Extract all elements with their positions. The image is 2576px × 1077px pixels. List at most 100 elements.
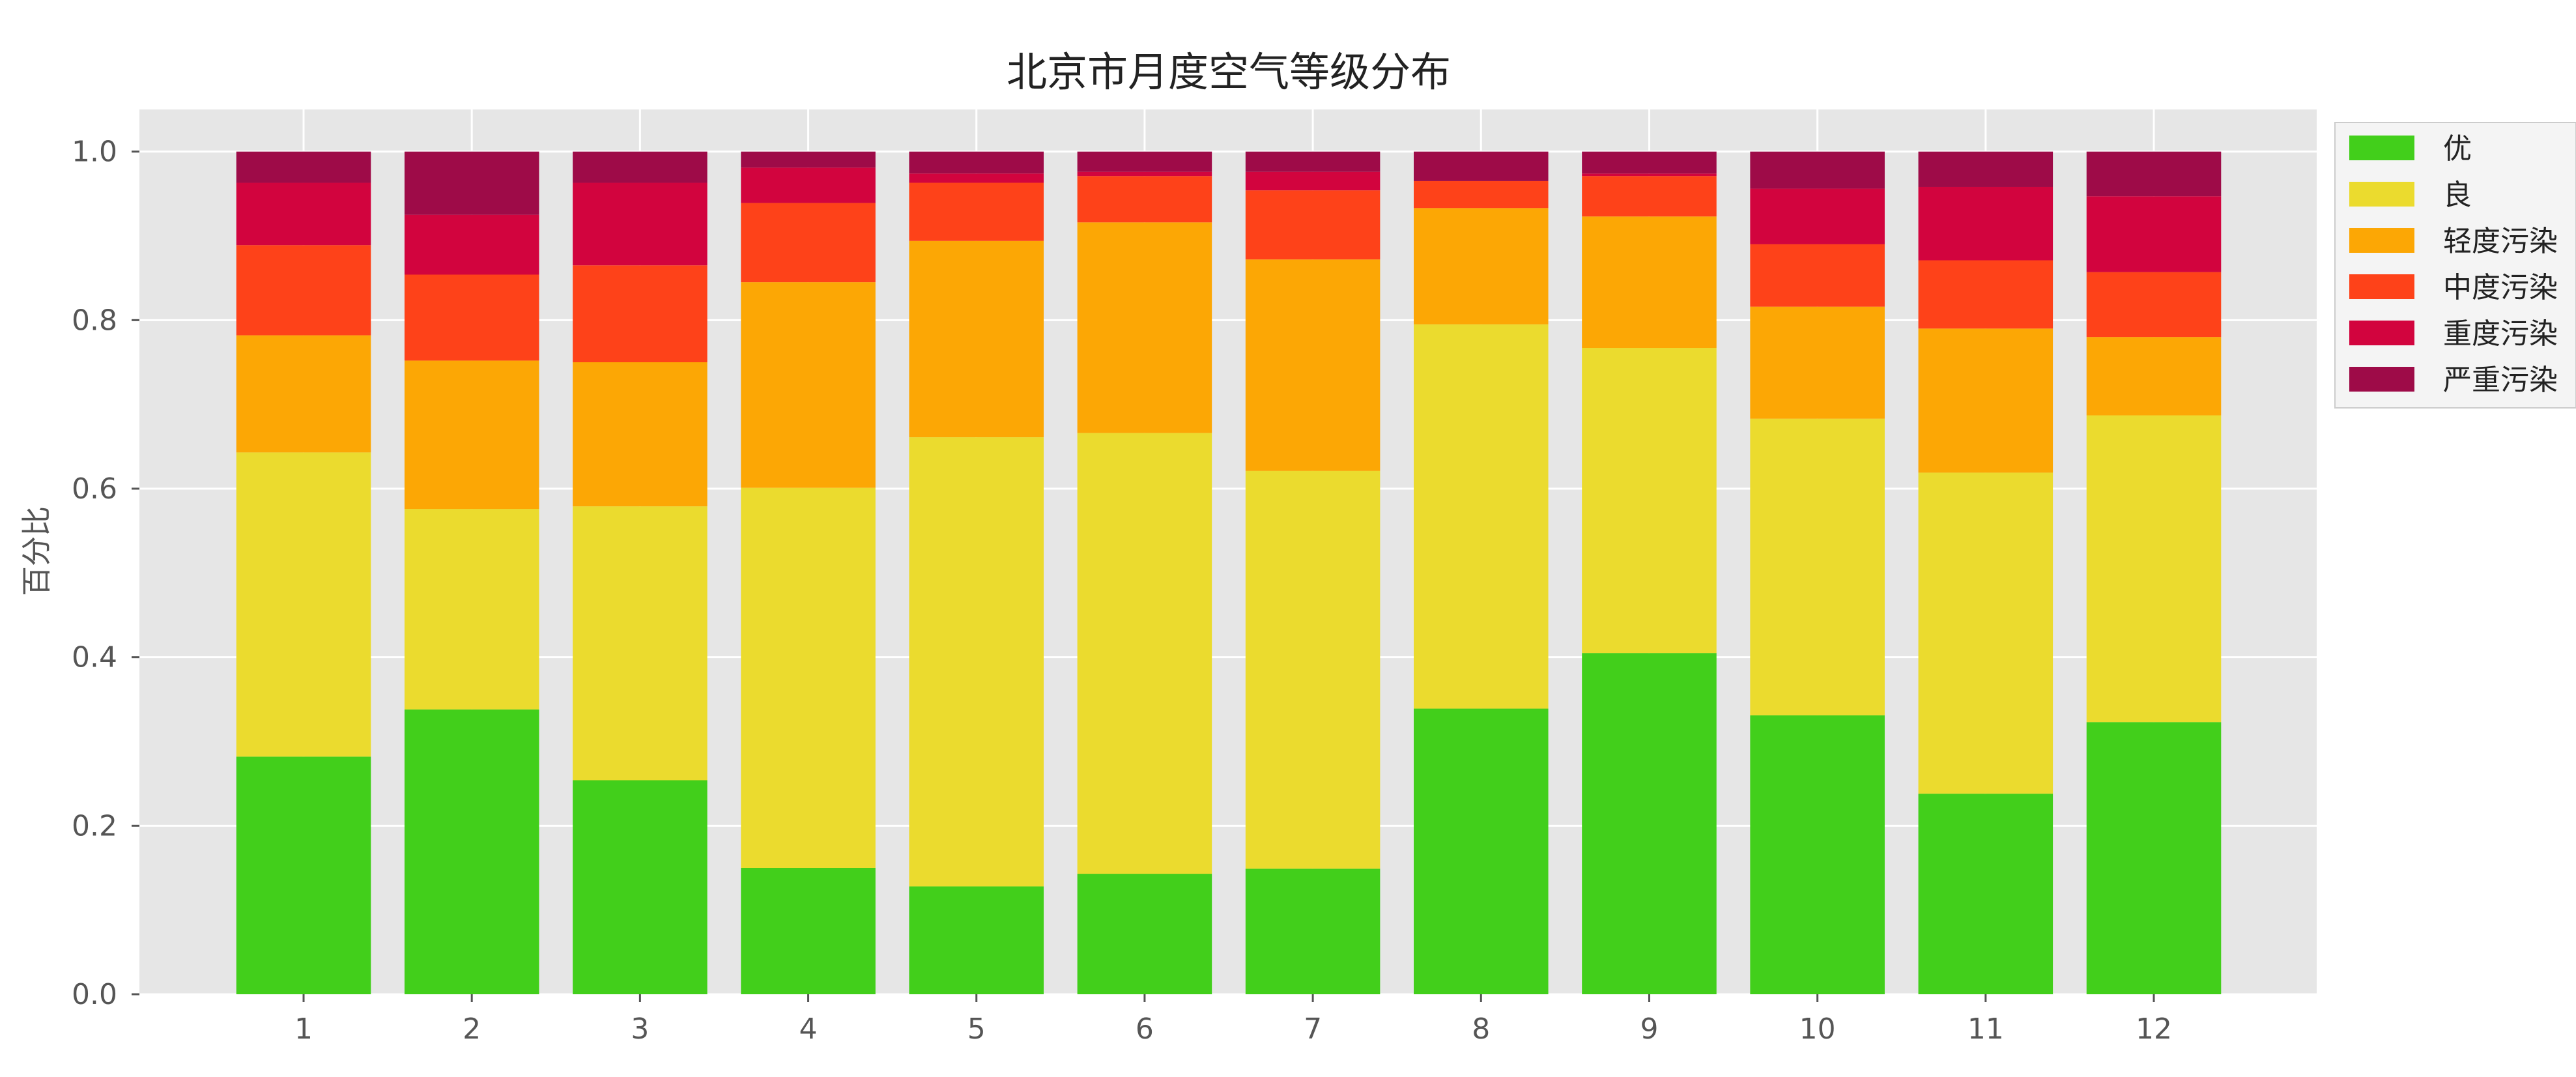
bar-segment [404,709,539,994]
bar-segment [1750,418,1885,715]
y-tick-label: 1.0 [72,136,117,169]
bar-segment [1245,190,1381,260]
x-tick-label: 4 [799,1012,818,1046]
x-tick-label: 11 [1968,1012,2004,1046]
x-tick-label: 10 [1799,1012,1836,1046]
x-tick-label: 1 [294,1012,313,1046]
bar-segment [236,245,371,336]
x-tick-label: 12 [2136,1012,2172,1046]
x-tick-label: 3 [631,1012,649,1046]
bar-segment [1582,176,1717,217]
y-tick-label: 0.4 [72,641,117,674]
bar-segment [236,335,371,453]
bar-segment [909,437,1044,887]
bar-segment [1245,869,1381,994]
bar-segment [1582,216,1717,349]
bar-segment [741,151,876,168]
legend-label: 中度污染 [2443,271,2558,304]
legend-swatch [2349,136,2414,160]
bar-segment [2086,151,2222,197]
bar-segment [236,182,371,246]
bar-segment [1750,244,1885,307]
x-tick-label: 5 [967,1012,986,1046]
bar-segment [1918,328,2054,473]
bar-segment [1750,715,1885,994]
y-tick-label: 0.2 [72,809,117,842]
bar-segment [909,182,1044,241]
bar-segment [573,151,708,183]
bar-segment [2086,722,2222,994]
bar-segment [1918,260,2054,329]
y-ticks: 0.0 0.2 0.4 0.6 0.8 1.0 [72,136,139,1011]
bars [236,151,2222,994]
bar-segment [1077,433,1212,874]
legend-swatch [2349,367,2414,392]
bar-segment [1582,151,1717,174]
legend-swatch [2349,182,2414,207]
x-tick-label: 9 [1640,1012,1658,1046]
bar-segment [404,360,539,510]
bar-segment [741,282,876,488]
legend-label: 良 [2443,179,2472,212]
x-tick-label: 6 [1136,1012,1154,1046]
bar-segment [1414,324,1549,709]
legend-label: 重度污染 [2443,317,2558,351]
bar-segment [909,240,1044,438]
bar-segment [1582,348,1717,653]
bar-segment [2086,337,2222,416]
bar-segment [741,203,876,283]
bar-segment [236,151,371,183]
bar-segment [1414,708,1549,994]
bar-segment [1582,173,1717,177]
bar-segment [1750,306,1885,419]
bar-segment [1918,186,2054,261]
bar-segment [573,182,708,266]
legend-frame [2334,122,2576,409]
bar-segment [1245,171,1381,191]
bar-segment [1750,188,1885,244]
bar-segment [1414,151,1549,181]
x-ticks: 1 2 3 4 5 6 7 8 9 10 11 12 [294,994,2172,1046]
bar-segment [1414,208,1549,324]
bar-segment [1077,151,1212,172]
chart-title: 北京市月度空气等级分布 [1007,48,1451,96]
legend-swatch [2349,321,2414,345]
bar-segment [741,868,876,994]
bar-segment [1414,180,1549,208]
bar-segment [1077,222,1212,433]
bar-segment [404,509,539,710]
bar-segment [1077,171,1212,177]
bar-segment [2086,415,2222,723]
y-tick-label: 0.0 [72,978,117,1011]
bar-segment [404,214,539,275]
x-tick-label: 8 [1472,1012,1490,1046]
bar-segment [909,151,1044,174]
bar-segment [741,167,876,203]
bar-segment [573,780,708,994]
x-tick-label: 2 [463,1012,481,1046]
bar-segment [1245,151,1381,172]
bar-segment [1918,794,2054,994]
legend-label: 严重污染 [2443,364,2558,397]
bar-segment [2086,196,2222,272]
bar-segment [1245,259,1381,471]
bar-segment [1077,176,1212,223]
y-axis-label: 百分比 [19,506,54,596]
legend-swatch [2349,228,2414,253]
bar-segment [573,265,708,362]
x-tick-label: 7 [1304,1012,1322,1046]
bar-segment [236,756,371,994]
bar-segment [1245,470,1381,869]
legend-label: 优 [2443,132,2472,165]
bar-segment [909,886,1044,994]
bar-segment [2086,272,2222,337]
bar-segment [741,487,876,868]
bar-segment [1750,151,1885,189]
bar-segment [1918,151,2054,187]
bar-segment [404,151,539,215]
bar-segment [909,173,1044,183]
legend-swatch [2349,274,2414,299]
bar-segment [404,274,539,361]
bar-segment [1918,472,2054,794]
